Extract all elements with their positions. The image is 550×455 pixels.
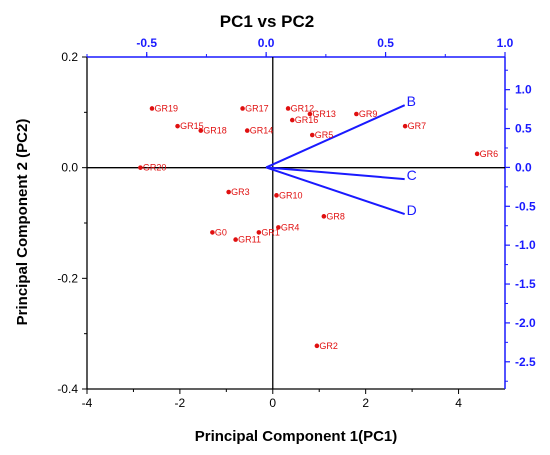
x-axis-label: Principal Component 1(PC1) [195, 428, 398, 445]
data-point [244, 128, 250, 133]
top-tick-label: 0.0 [258, 36, 275, 50]
data-point-label: GR6 [480, 149, 499, 159]
data-point [276, 225, 281, 230]
data-point [240, 106, 245, 111]
data-point [274, 193, 279, 198]
data-point [210, 230, 215, 235]
right-tick-label: 1.0 [515, 83, 532, 97]
loading-vector-c [266, 166, 405, 181]
x-tick-label: 2 [362, 396, 369, 410]
data-point [474, 151, 480, 157]
data-point [307, 111, 313, 117]
data-point-label: GR1 [261, 227, 280, 237]
y-tick-label: -0.2 [57, 271, 78, 285]
data-point [198, 128, 204, 133]
loading-vector-d [265, 166, 405, 216]
data-point-label: GR18 [203, 126, 227, 136]
x-tick-label: 4 [455, 396, 462, 410]
data-point [402, 123, 408, 129]
data-point-label: GR9 [359, 109, 378, 119]
data-point [233, 237, 238, 242]
y-tick-label: 0.0 [61, 161, 78, 175]
data-point [309, 132, 315, 138]
data-point-label: GR7 [408, 121, 427, 131]
loading-vector-b [265, 104, 406, 169]
data-point [175, 123, 180, 129]
top-tick-label: 1.0 [497, 36, 514, 50]
data-point-label: GR19 [155, 103, 179, 113]
data-point-label: GR12 [291, 103, 315, 113]
data-point-label: GR11 [238, 235, 261, 245]
data-point-label: GR13 [312, 109, 336, 119]
data-point-label: GR15 [180, 121, 204, 131]
x-tick-label: 0 [269, 396, 276, 410]
right-tick-label: 0.5 [515, 122, 532, 136]
data-point-label: GR14 [250, 126, 274, 136]
data-point [138, 165, 143, 170]
plot-area: -4 -2 0 2 4 -0.4 -0.2 0.0 0.2 -0.5 0.0 0.5 1.0 1.0 0.5… [57, 36, 536, 410]
y-tick-label: -0.4 [57, 382, 78, 396]
data-point [149, 106, 155, 111]
data-point [256, 230, 262, 235]
right-tick-label: -0.5 [515, 199, 536, 213]
right-tick-label: -1.0 [515, 238, 536, 252]
data-point-label: G0 [215, 227, 227, 237]
chart-title: PC1 vs PC2 [220, 12, 315, 31]
data-point [314, 343, 320, 349]
data-point-label: GR16 [295, 115, 319, 125]
x-tick-label: -2 [175, 396, 186, 410]
right-tick-label: -1.5 [515, 277, 536, 291]
y-tick-label: 0.2 [61, 50, 78, 64]
data-point-label: GR3 [231, 187, 250, 197]
data-point-label: GR20 [143, 163, 167, 173]
right-tick-label: -2.0 [515, 316, 536, 330]
data-point [289, 117, 295, 123]
loading-vector-label: C [407, 167, 417, 183]
right-tick-label: 0.0 [515, 160, 532, 174]
data-point-label: GR10 [279, 190, 303, 200]
data-point [354, 111, 359, 117]
top-tick-label: -0.5 [136, 36, 157, 50]
right-tick-label: -2.5 [515, 355, 536, 369]
data-point-label: GR17 [245, 103, 269, 113]
data-point [226, 189, 231, 195]
data-point-label: GR2 [319, 341, 338, 351]
y-axis-label: Principal Component 2 (PC2) [14, 119, 31, 326]
data-point [285, 106, 291, 111]
data-point-label: GR5 [315, 130, 334, 140]
data-point-label: GR8 [326, 211, 345, 221]
loading-vector-label: B [407, 93, 416, 109]
loading-vector-label: D [407, 202, 417, 218]
data-point [321, 214, 327, 219]
x-tick-label: -4 [82, 396, 93, 410]
top-tick-label: 0.5 [377, 36, 394, 50]
data-point-label: GR4 [281, 222, 300, 232]
